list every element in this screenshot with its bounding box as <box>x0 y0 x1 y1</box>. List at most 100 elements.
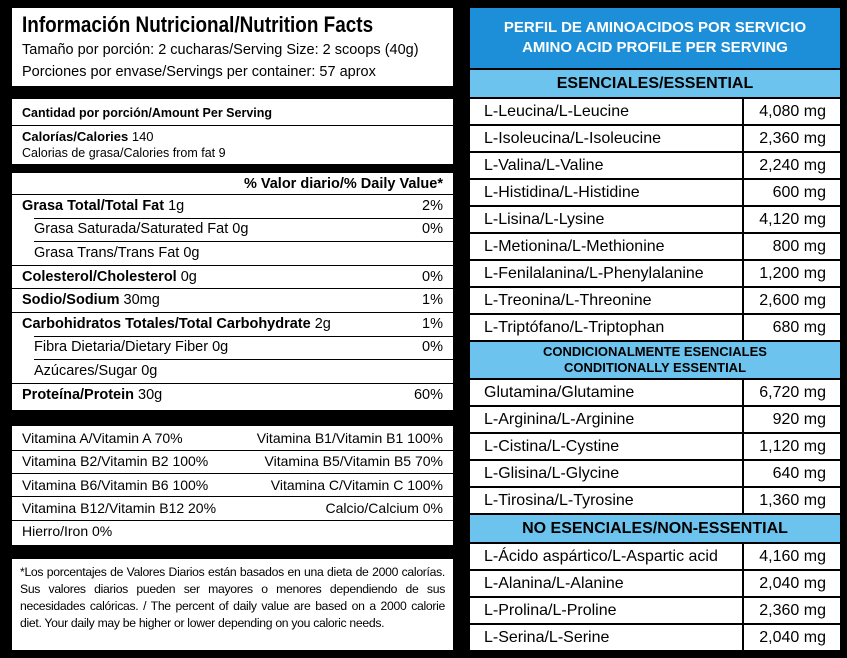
rule <box>34 335 453 337</box>
amino-name: L-Arginina/L-Arginine <box>470 407 742 432</box>
amino-amount: 600 mg <box>744 180 840 205</box>
amino-row: L-Cistina/L-Cystine 1,120 mg <box>470 434 840 459</box>
amino-name: L-Serina/L-Serine <box>470 625 742 650</box>
amino-amount: 6,720 mg <box>744 380 840 405</box>
vitamin-row: Vitamina B6/Vitamin B6 100% Vitamina C/Vi… <box>22 473 443 496</box>
nutrient-dv: 1% <box>422 292 443 309</box>
section-header: ESENCIALES/ESSENTIAL <box>470 70 840 97</box>
amino-name: L-Leucina/L-Leucine <box>470 99 742 124</box>
amino-name: L-Ácido aspártico/L-Aspartic acid <box>470 544 742 569</box>
section-header: NO ESENCIALES/NON-ESSENTIAL <box>470 515 840 542</box>
nutrient-dv: 60% <box>413 386 443 403</box>
nutrient-sub-row: Grasa Saturada/Saturated Fat 0g 0% <box>34 218 443 242</box>
amino-amount: 2,360 mg <box>744 126 840 151</box>
nutrient-row: Grasa Total/Total Fat 1g 2% <box>22 194 443 218</box>
amino-amount: 1,120 mg <box>744 434 840 459</box>
amino-name: L-Tirosina/L-Tyrosine <box>470 488 742 513</box>
rule <box>12 125 453 126</box>
vitamin-row: Vitamina B2/Vitamin B2 100% Vitamina B5/V… <box>22 450 443 473</box>
amino-name: L-Alanina/L-Alanine <box>470 571 742 596</box>
amino-row: Glutamina/Glutamine 6,720 mg <box>470 380 840 405</box>
nutrient-amount: 0g <box>180 268 197 285</box>
amino-amount: 2,040 mg <box>744 625 840 650</box>
vitamin-item: Vitamina B12/Vitamin B12 20% <box>22 499 217 516</box>
nutrient-dv: 0% <box>422 339 443 356</box>
nutrient-name: Colesterol/Cholesterol <box>22 268 177 285</box>
amino-title: PERFIL DE AMINOACIDOS POR SERVICIO <box>503 19 807 36</box>
nutrient-row: Sodio/Sodium 30mg 1% <box>22 288 443 312</box>
nutrient-dv: 0% <box>422 268 443 285</box>
amino-header: PERFIL DE AMINOACIDOS POR SERVICIO AMINO… <box>470 8 840 68</box>
amino-row: L-Fenilalanina/L-Phenylalanine 1,200 mg <box>470 261 840 286</box>
amino-name: L-Cistina/L-Cystine <box>470 434 742 459</box>
amino-amount: 1,200 mg <box>744 261 840 286</box>
nutrient-row: Carbohidratos Totales/Total Carbohydrate… <box>22 312 443 336</box>
rule <box>12 264 453 266</box>
amino-amount: 4,120 mg <box>744 207 840 232</box>
thick-rule <box>12 544 453 559</box>
rule <box>12 496 453 498</box>
amino-amount: 4,160 mg <box>744 544 840 569</box>
amino-amount: 1,360 mg <box>744 488 840 513</box>
vitamin-row: Hierro/Iron 0% <box>22 520 443 543</box>
amino-row: L-Ácido aspártico/L-Aspartic acid 4,160 m… <box>470 544 840 569</box>
amino-amount: 640 mg <box>744 461 840 486</box>
amino-acid-panel: PERFIL DE AMINOACIDOS POR SERVICIO AMINO… <box>470 8 840 650</box>
nutrient-amount: 1g <box>168 197 185 214</box>
nutrient-sub-label: Grasa Saturada/Saturated Fat 0g <box>34 221 249 238</box>
rule <box>12 449 453 451</box>
footnote: *Los porcentajes de Valores Diarios está… <box>20 565 445 630</box>
amino-row: L-Tirosina/L-Tyrosine 1,360 mg <box>470 488 840 513</box>
amino-row: L-Triptófano/L-Triptophan 680 mg <box>470 315 840 340</box>
amino-name: L-Isoleucina/L-Isoleucine <box>470 126 742 151</box>
amino-amount: 4,080 mg <box>744 99 840 124</box>
rule <box>12 194 453 195</box>
amino-name: L-Triptófano/L-Triptophan <box>470 315 742 340</box>
nutrient-dv: 0% <box>422 221 443 238</box>
nutrient-sub-row: Azúcares/Sugar 0g <box>34 359 443 383</box>
vitamin-item: Hierro/Iron 0% <box>22 523 113 540</box>
rule <box>34 359 453 361</box>
amino-amount: 2,360 mg <box>744 598 840 623</box>
amino-name: L-Metionina/L-Methionine <box>470 234 742 259</box>
amino-amount: 920 mg <box>744 407 840 432</box>
title: Información Nutricional/Nutrition Facts <box>22 12 374 37</box>
thick-rule <box>12 410 453 427</box>
nutrient-sub-label: Fibra Dietaria/Dietary Fiber 0g <box>34 339 229 356</box>
nutrient-dv: 2% <box>422 197 443 214</box>
vitamin-item: Vitamina B6/Vitamin B6 100% <box>22 476 209 493</box>
nutrient-sub-label: Azúcares/Sugar 0g <box>34 362 158 379</box>
nutrient-sub-label: Grasa Trans/Trans Fat 0g <box>34 244 200 261</box>
amino-row: L-Alanina/L-Alanine 2,040 mg <box>470 571 840 596</box>
nutrient-sub-row: Fibra Dietaria/Dietary Fiber 0g 0% <box>34 336 443 360</box>
amino-amount: 680 mg <box>744 315 840 340</box>
vitamin-row: Vitamina B12/Vitamin B12 20% Calcio/Calci… <box>22 496 443 519</box>
amino-row: L-Histidina/L-Histidine 600 mg <box>470 180 840 205</box>
nutrient-row: Colesterol/Cholesterol 0g 0% <box>22 265 443 289</box>
amino-name: L-Treonina/L-Threonine <box>470 288 742 313</box>
amino-name: Glutamina/Glutamine <box>470 380 742 405</box>
nutrient-sub-row: Grasa Trans/Trans Fat 0g <box>34 241 443 265</box>
serving-size: Tamaño por porción: 2 cucharas/Serving S… <box>22 42 419 58</box>
nutrient-label: Grasa Total/Total Fat 1g <box>22 198 184 214</box>
daily-value-header: % Valor diario/% Daily Value* <box>243 176 443 192</box>
rule <box>12 288 453 290</box>
vitamin-item: Vitamina A/Vitamin A 70% <box>22 430 183 447</box>
nutrient-amount: 30mg <box>123 292 160 309</box>
vitamin-item: Calcio/Calcium 0% <box>325 499 443 516</box>
nutrient-label: Proteína/Protein 30g <box>22 387 162 403</box>
nutrient-name: Grasa Total/Total Fat <box>22 197 165 214</box>
amino-name: L-Valina/L-Valine <box>470 153 742 178</box>
nutrition-facts-panel: Información Nutricional/Nutrition Facts … <box>12 8 453 650</box>
amino-amount: 800 mg <box>744 234 840 259</box>
amino-row: L-Valina/L-Valine 2,240 mg <box>470 153 840 178</box>
amino-row: L-Serina/L-Serine 2,040 mg <box>470 625 840 650</box>
amino-amount: 2,240 mg <box>744 153 840 178</box>
nutrient-label: Carbohidratos Totales/Total Carbohydrate… <box>22 316 331 332</box>
amino-name: L-Histidina/L-Histidine <box>470 180 742 205</box>
nutrient-row: Proteína/Protein 30g 60% <box>22 383 443 407</box>
rule <box>12 312 453 313</box>
nutrient-label: Colesterol/Cholesterol 0g <box>22 269 197 285</box>
amino-name: L-Lisina/L-Lysine <box>470 207 742 232</box>
nutrient-amount: 30g <box>138 386 163 403</box>
